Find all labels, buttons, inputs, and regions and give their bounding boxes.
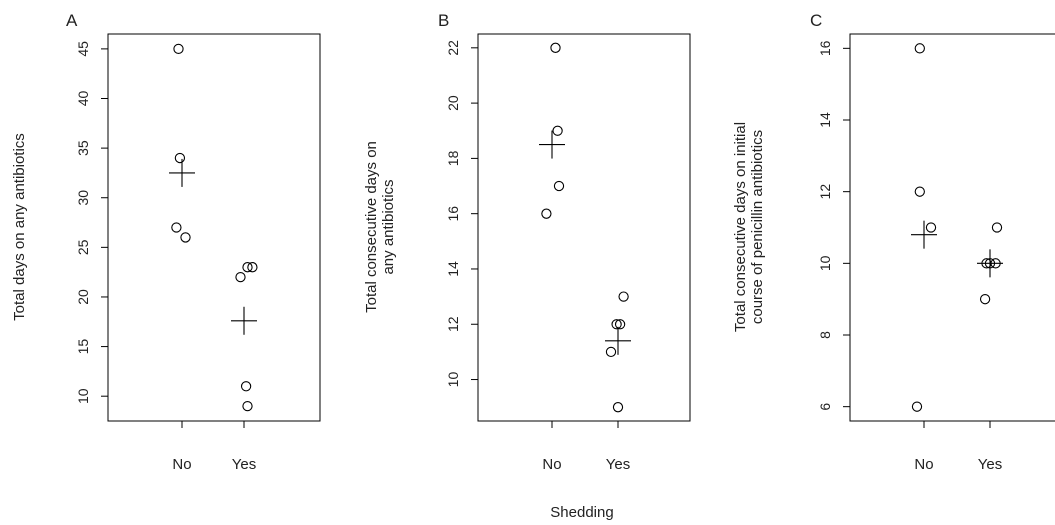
panels: A 10 15 20 25 30 35 40 45 No Yes Total days on any … [11,11,1055,473]
plot-frame [107,33,321,422]
mean-marker [539,130,565,159]
y-axis-label: any antibiotics [380,179,397,274]
y-tick-label: 16 [445,206,461,222]
mean-marker [977,249,1003,278]
y-axis-label: Total consecutive days on initial [732,122,749,332]
y-tick-label: 30 [75,190,91,206]
plot-frame [477,33,691,422]
y-tick-label: 10 [817,255,833,271]
data-point [979,294,991,305]
y-tick-label: 35 [75,140,91,156]
data-point [911,401,923,412]
y-tick-label: 20 [75,289,91,305]
y-tick-label: 15 [75,339,91,355]
data-point [611,319,622,330]
y-tick-label: 14 [445,261,461,277]
data-point [991,222,1003,233]
data-point [541,208,552,219]
y-tick-label: 22 [445,40,461,56]
y-tick-label: 45 [75,41,91,57]
y-tick-label: 16 [817,40,833,56]
panel-letter: A [66,11,78,30]
y-tick-label: 6 [817,403,833,411]
panel-a: A 10 15 20 25 30 35 40 45 No Yes Total days on any … [11,11,321,473]
data-point [914,43,925,54]
x-category-label: No [914,456,933,473]
data-point [242,400,253,412]
mean-marker [169,158,195,187]
x-category-label: No [542,456,561,473]
y-tick-label: 40 [75,91,91,107]
y-tick-label: 12 [445,316,461,332]
y-tick-label: 12 [817,184,833,200]
y-axis-label: Total days on any antibiotics [11,133,28,321]
data-point [247,262,258,273]
x-category-label: No [172,456,191,473]
x-category-label: Yes [978,456,1002,473]
data-point [925,222,937,233]
y-tick-label: 25 [75,239,91,255]
data-point [174,152,186,164]
data-point [180,232,191,243]
data-point [173,43,184,55]
data-point [242,262,253,273]
data-point [605,346,617,358]
data-point [618,291,629,302]
mean-marker [911,220,937,249]
mean-marker [605,326,631,355]
x-category-label: Yes [232,456,256,473]
y-tick-label: 10 [75,388,91,404]
data-point [614,319,626,330]
y-axis-label: Total consecutive days on [363,141,380,313]
mean-marker [231,306,257,335]
panel-b: B 10 12 14 16 18 20 22 No Yes Total consecutive da… [363,11,691,473]
data-point [240,381,252,392]
y-tick-label: 20 [445,95,461,111]
y-tick-label: 18 [445,150,461,166]
y-tick-label: 10 [445,372,461,388]
data-point [171,222,182,233]
panel-c: C 6 8 10 12 14 16 No Yes Total consecutive days o… [732,11,1055,473]
data-point [550,42,561,53]
plot-frame [849,33,1055,422]
shared-xlabel: Shedding [550,504,613,521]
y-tick-label: 8 [817,331,833,339]
data-point [235,271,246,283]
data-point [914,186,925,197]
panel-letter: C [810,11,822,30]
y-tick-label: 14 [817,112,833,128]
y-axis-label: course of penicillin antibiotics [749,130,766,324]
x-category-label: Yes [606,456,630,473]
data-point [552,125,563,136]
panel-letter: B [438,11,449,30]
data-point [553,180,565,192]
data-point [612,402,624,413]
